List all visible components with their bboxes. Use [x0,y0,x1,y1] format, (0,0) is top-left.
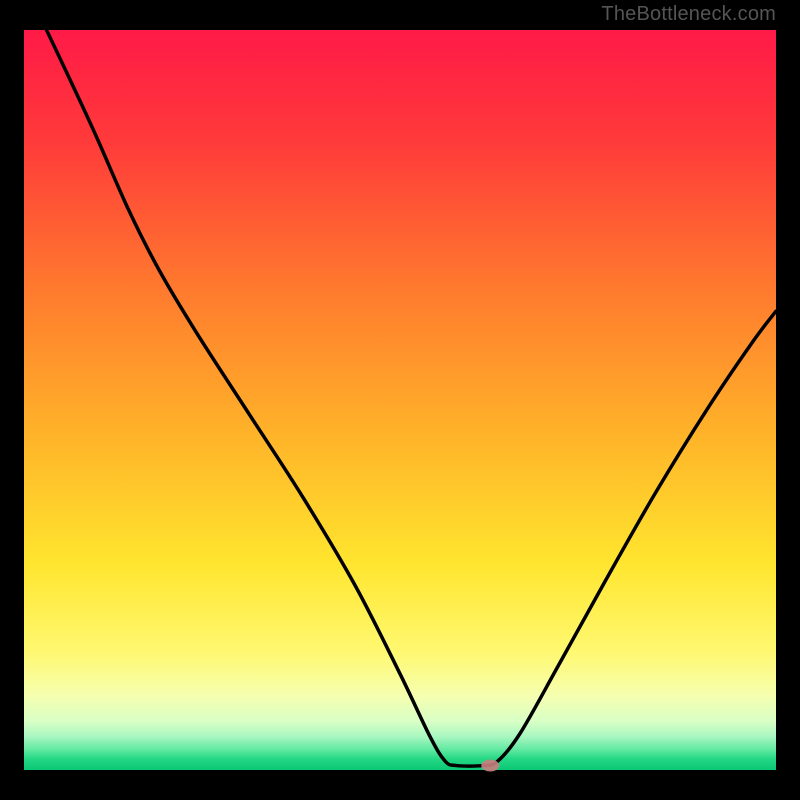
chart-frame: TheBottleneck.com [0,0,800,800]
optimum-marker [481,760,499,772]
plot-background [24,30,776,770]
bottleneck-chart-svg [0,0,800,800]
watermark-text: TheBottleneck.com [601,3,776,26]
